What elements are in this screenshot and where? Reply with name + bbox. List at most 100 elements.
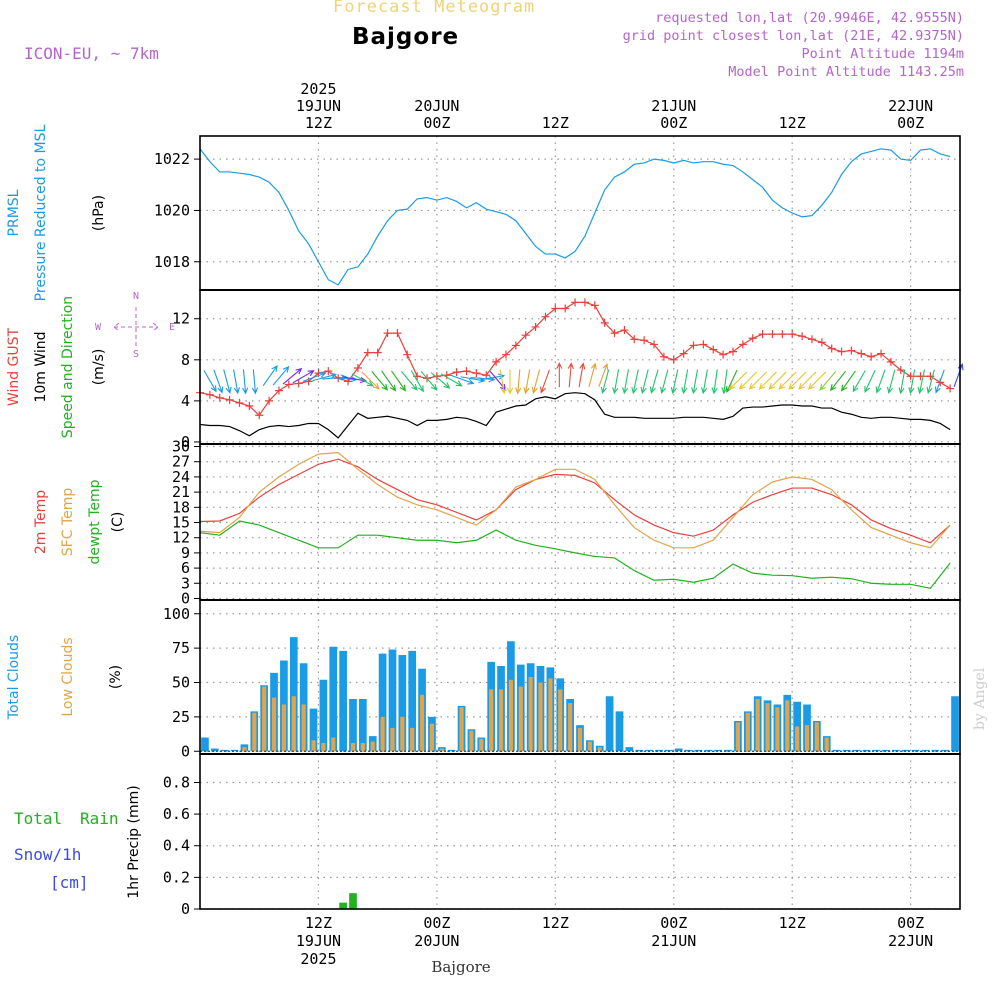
compass-e: E (169, 322, 175, 333)
pressure-y-tick: 1022 (154, 150, 190, 168)
gust-point (847, 346, 856, 355)
wind-direction-arrow (499, 369, 507, 395)
low-cloud-bar (271, 697, 277, 752)
total-cloud-bar (645, 749, 653, 752)
wind-y-tick: 0 (181, 433, 190, 451)
total-cloud-bar (941, 749, 950, 752)
pressure-axis-label: PRMSL (6, 189, 22, 236)
low-cloud-bar (558, 689, 563, 752)
wind-direction-arrow (887, 369, 896, 395)
low-cloud-bar (390, 727, 395, 752)
clouds-axis-label: (%) (108, 665, 124, 689)
wind-direction-arrow (351, 373, 374, 387)
pressure-axis-label: (hPa) (91, 195, 107, 231)
wind-direction-arrow (381, 370, 397, 392)
clouds-axis-label: Low Clouds (60, 637, 76, 716)
precipitation-y-tick: 0.6 (163, 805, 190, 823)
gust-point (650, 340, 659, 349)
low-cloud-bar (785, 700, 790, 752)
wind-direction-arrow (830, 370, 846, 392)
total-cloud-bar (447, 749, 456, 752)
gust-point (768, 330, 777, 339)
low-cloud-bar (548, 678, 553, 752)
total-cloud-bar (220, 749, 229, 752)
wind-direction-arrow (711, 369, 718, 395)
gust-point (679, 349, 688, 358)
2m-temp-line (199, 458, 951, 544)
gust-point (778, 330, 787, 339)
gust-point (610, 329, 619, 338)
total-cloud-bar (388, 649, 397, 752)
low-cloud-bar (489, 689, 494, 752)
time-tick-top-1: 00Z (423, 114, 450, 132)
temperature-axis-label: dewpt Temp (87, 479, 103, 564)
gust-point (867, 352, 876, 361)
low-cloud-bar (735, 722, 740, 752)
gust-point (521, 331, 530, 340)
low-cloud-bar (508, 679, 513, 752)
low-cloud-bar (291, 696, 296, 752)
low-cloud-bar (528, 677, 533, 752)
wind-direction-arrow (622, 369, 629, 395)
low-cloud-bar (242, 747, 247, 752)
wind-direction-arrow (691, 369, 699, 395)
pressure-line (199, 148, 951, 286)
total-cloud-bar (684, 749, 693, 752)
low-cloud-bar (311, 740, 316, 752)
gust-point (541, 312, 550, 321)
total-cloud-bar (635, 749, 644, 752)
total-cloud-bar (319, 679, 328, 752)
wind-direction-arrow (748, 371, 767, 390)
total-cloud-bar (724, 749, 732, 752)
low-cloud-bar (350, 743, 356, 752)
total-cloud-bar (664, 749, 673, 752)
temperature-y-tick: 30 (172, 438, 190, 456)
wind-direction-arrow (953, 363, 964, 387)
low-cloud-bar (321, 743, 326, 752)
total-cloud-bar (230, 749, 239, 752)
gust-point (432, 372, 441, 381)
temperature-y-tick: 21 (172, 483, 190, 501)
gust-point (738, 340, 747, 349)
gust-point (462, 367, 471, 376)
clouds-y-tick: 100 (163, 605, 190, 623)
low-cloud-bar (587, 741, 592, 752)
wind-direction-arrow (807, 371, 827, 390)
total-cloud-bar (289, 637, 298, 752)
wind-direction-arrow (578, 362, 586, 388)
wind-direction-arrow (272, 365, 290, 386)
temperature-y-tick: 3 (181, 574, 190, 592)
total-cloud-bar (398, 655, 407, 752)
location-name: Bajgore (352, 24, 460, 50)
pressure-y-tick: 1018 (154, 253, 190, 271)
gust-point (877, 349, 886, 358)
total-cloud-bar (605, 696, 614, 752)
wind-direction-arrow (798, 371, 817, 390)
wind-direction-arrow (302, 372, 327, 382)
wind-frame (199, 289, 961, 445)
wind-direction-arrow (649, 369, 659, 394)
wind-direction-arrow (819, 371, 837, 391)
gust-point (659, 352, 668, 361)
wind-direction-arrow (506, 369, 514, 395)
temperature-y-tick: 9 (181, 544, 190, 562)
wind-direction-arrow (531, 369, 541, 395)
wind-direction-arrow (681, 369, 689, 395)
temperature-frame (199, 443, 961, 601)
low-cloud-bar (804, 725, 810, 752)
gust-point (274, 386, 283, 395)
wind-direction-arrow (728, 371, 748, 390)
total-cloud-bar (921, 749, 930, 752)
wind-direction-arrow (875, 369, 886, 394)
credit-label: by Angel (972, 667, 988, 730)
low-cloud-bar (795, 726, 800, 752)
wind-direction-arrow (852, 370, 866, 393)
precipitation-y-tick: 0.2 (163, 868, 190, 886)
gust-point (215, 393, 224, 402)
total-cloud-bar (714, 749, 723, 752)
wind-direction-arrow (701, 369, 708, 395)
precipitation-y-tick: 0.4 (163, 837, 190, 855)
low-cloud-bar (331, 737, 336, 752)
wind-direction-arrow (440, 373, 463, 387)
